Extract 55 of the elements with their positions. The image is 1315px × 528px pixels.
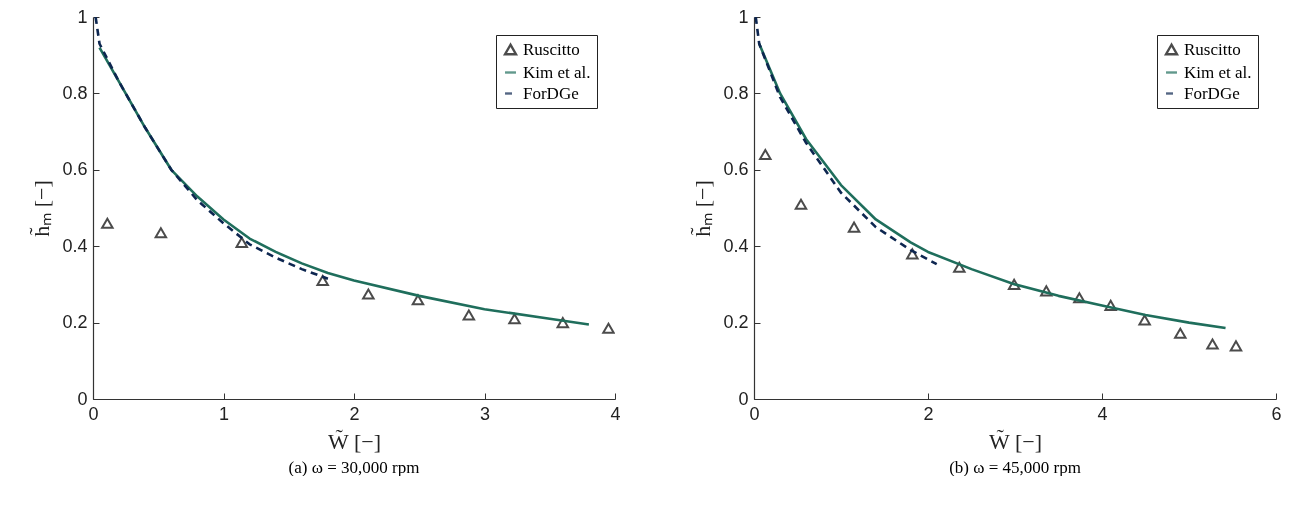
- point: [316, 275, 329, 287]
- text: (a) ω = 30,000 rpm: [288, 458, 420, 477]
- point: [1073, 292, 1086, 304]
- x-tick-label: 2: [923, 403, 934, 424]
- point: [1229, 340, 1243, 352]
- point: [1138, 314, 1151, 326]
- y-tick-label: 0.2: [723, 312, 749, 333]
- point: [759, 148, 772, 161]
- y-tick-label: 0: [738, 388, 749, 409]
- x-tick-label: 2: [349, 403, 360, 424]
- legend-label: ForDGe: [1184, 83, 1240, 103]
- point: [794, 198, 808, 210]
- y-tick-label: 1: [77, 6, 88, 27]
- point: [462, 309, 476, 321]
- legend-label: ForDGe: [523, 83, 579, 103]
- y-tick-label: 0.2: [62, 312, 88, 333]
- y-axis-title: h̃ₘ [−]: [690, 180, 716, 237]
- x-tick-label: 3: [479, 403, 491, 424]
- text: (b) ω = 45,000 rpm: [949, 458, 1081, 477]
- legend-label: Kim et al.: [1184, 62, 1252, 82]
- x-tick-label: 4: [610, 403, 621, 424]
- point: [906, 248, 919, 260]
- point: [847, 221, 861, 233]
- point: [508, 313, 521, 325]
- legend-label: Kim et al.: [523, 62, 591, 82]
- point: [411, 294, 425, 306]
- point: [1174, 327, 1187, 339]
- legend-label: Ruscitto: [1184, 39, 1241, 59]
- legend-label: Ruscitto: [523, 39, 580, 59]
- x-tick-label: 4: [1097, 403, 1108, 424]
- x-axis-title: W̃ [−]: [989, 428, 1042, 454]
- y-tick-label: 0: [77, 388, 88, 409]
- y-tick-label: 0.6: [723, 159, 749, 180]
- point: [953, 261, 966, 273]
- line-series: [754, 17, 938, 266]
- y-tick-label: 0.8: [62, 82, 88, 103]
- y-axis-title: h̃ₘ [−]: [29, 180, 55, 237]
- y-tick-label: 0.6: [62, 159, 88, 180]
- x-tick-label: 1: [218, 403, 230, 424]
- point: [602, 322, 615, 334]
- point: [556, 317, 570, 329]
- point: [101, 217, 114, 229]
- y-tick-label: 1: [738, 6, 749, 27]
- point: [154, 227, 168, 239]
- y-tick-label: 0.4: [62, 235, 88, 256]
- point: [1206, 338, 1219, 350]
- point: [362, 288, 375, 300]
- y-tick-label: 0.4: [723, 235, 749, 256]
- point: [235, 236, 249, 248]
- x-tick-label: 6: [1271, 403, 1282, 424]
- point: [1040, 285, 1053, 297]
- x-axis-title: W̃ [−]: [328, 428, 381, 454]
- point: [1007, 278, 1021, 290]
- point: [1104, 299, 1117, 311]
- y-tick-label: 0.8: [723, 82, 749, 103]
